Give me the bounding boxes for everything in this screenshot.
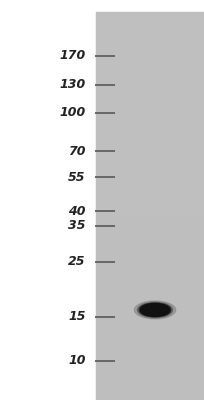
Ellipse shape xyxy=(137,302,173,318)
Text: 130: 130 xyxy=(59,78,86,91)
Text: 40: 40 xyxy=(68,205,86,218)
Ellipse shape xyxy=(140,304,170,316)
Text: 15: 15 xyxy=(68,310,86,323)
Bar xyxy=(96,12,204,400)
Text: 55: 55 xyxy=(68,171,86,184)
Text: 25: 25 xyxy=(68,256,86,268)
Text: 35: 35 xyxy=(68,219,86,232)
Text: 170: 170 xyxy=(59,49,86,62)
Ellipse shape xyxy=(134,301,176,319)
Text: 70: 70 xyxy=(68,145,86,158)
Text: 100: 100 xyxy=(59,106,86,119)
Ellipse shape xyxy=(139,303,171,317)
Text: 10: 10 xyxy=(68,354,86,367)
